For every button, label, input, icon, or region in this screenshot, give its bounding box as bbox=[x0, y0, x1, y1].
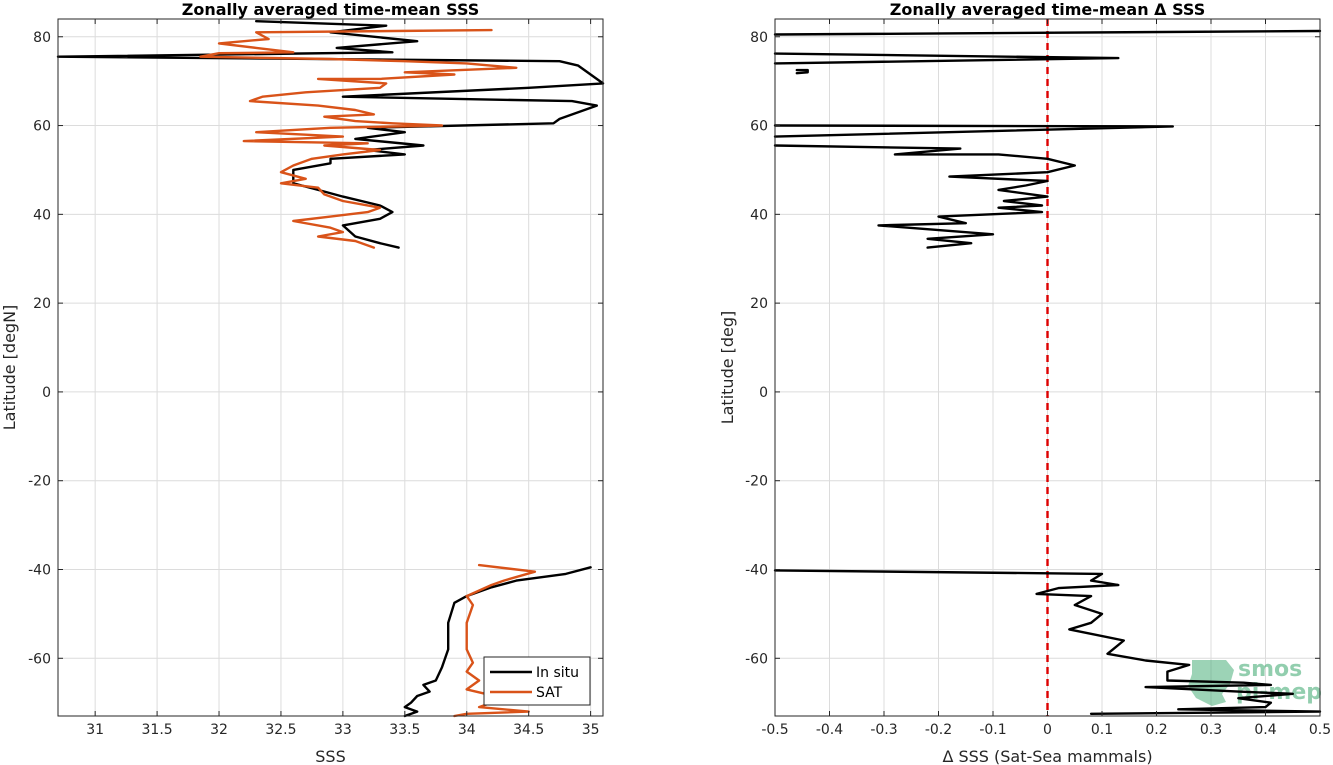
series-line-delta-sss bbox=[773, 124, 1175, 138]
legend-label-sat: SAT bbox=[536, 685, 563, 701]
x-tick-label: 0.3 bbox=[1200, 722, 1222, 738]
x-tick-label: 32.5 bbox=[265, 722, 296, 738]
series-line-delta-sss bbox=[773, 569, 1322, 715]
legend-box bbox=[483, 656, 591, 706]
series-line-delta-sss bbox=[773, 52, 1120, 65]
x-tick-label: 33.5 bbox=[389, 722, 420, 738]
y-tick-label: 80 bbox=[33, 30, 51, 46]
x-tick-label: 31.5 bbox=[142, 722, 173, 738]
legend-label-in-situ: In situ bbox=[536, 665, 579, 681]
x-tick-label: 0.4 bbox=[1254, 722, 1276, 738]
x-tick-label: 0.2 bbox=[1145, 722, 1167, 738]
axes-box bbox=[57, 18, 604, 717]
series bbox=[56, 20, 605, 718]
series-line-delta-sss bbox=[773, 29, 1322, 36]
series-line-delta-sss bbox=[773, 144, 1077, 249]
y-tick-label: -60 bbox=[28, 651, 51, 667]
logo-shape bbox=[1188, 660, 1234, 706]
y-tick-label: -20 bbox=[28, 474, 51, 490]
y-tick-label: 40 bbox=[33, 207, 51, 223]
x-tick-label: -0.4 bbox=[816, 722, 843, 738]
x-tick-label: -0.5 bbox=[761, 722, 788, 738]
series-line-sat bbox=[453, 563, 537, 718]
series bbox=[773, 29, 1322, 715]
ticks: 31 31.5 32 32.5 33 33.5 34 34.5 35 -60 -40 -20 0 20 40… bbox=[28, 19, 603, 738]
x-tick-label: -0.2 bbox=[925, 722, 952, 738]
delta-sss-panel: smos pi-mep -0.5 -0.4 -0.3 -0.2 -0.1 0 0.1 0.2 0… bbox=[718, 0, 1331, 765]
x-tick-label: 34 bbox=[458, 722, 476, 738]
x-axis-label: SSS bbox=[315, 747, 345, 765]
x-tick-label: 33 bbox=[334, 722, 352, 738]
y-tick-label: 40 bbox=[750, 207, 768, 223]
y-tick-label: 20 bbox=[750, 296, 768, 312]
series-line-in-situ bbox=[403, 566, 592, 718]
y-tick-label: 20 bbox=[33, 296, 51, 312]
x-tick-label: 32 bbox=[210, 722, 228, 738]
legend: In situ SAT bbox=[483, 656, 591, 706]
x-tick-label: 0 bbox=[1043, 722, 1052, 738]
x-tick-label: 35 bbox=[582, 722, 600, 738]
y-axis-label: Latitude [deg] bbox=[718, 311, 737, 425]
y-tick-label: -40 bbox=[28, 562, 51, 578]
x-axis-label: Δ SSS (Sat-Sea mammals) bbox=[942, 747, 1152, 765]
y-tick-label: 60 bbox=[750, 119, 768, 135]
chart-title: Zonally averaged time-mean SSS bbox=[182, 0, 480, 19]
y-tick-label: -40 bbox=[745, 562, 768, 578]
x-tick-label: 0.1 bbox=[1091, 722, 1113, 738]
y-tick-label: -60 bbox=[745, 651, 768, 667]
y-axis-label: Latitude [degN] bbox=[0, 305, 19, 431]
chart-title: Zonally averaged time-mean Δ SSS bbox=[890, 0, 1206, 19]
series-line-in-situ bbox=[56, 20, 605, 249]
y-tick-label: -20 bbox=[745, 474, 768, 490]
sss-panel: 31 31.5 32 32.5 33 33.5 34 34.5 35 -60 -40 -20 0 20 40… bbox=[0, 0, 605, 765]
x-tick-label: -0.3 bbox=[870, 722, 897, 738]
y-tick-label: 60 bbox=[33, 119, 51, 135]
ticks: -0.5 -0.4 -0.3 -0.2 -0.1 0 0.1 0.2 0.3 0.4 0.5 -60 -… bbox=[745, 19, 1331, 738]
x-tick-label: 31 bbox=[86, 722, 104, 738]
y-tick-label: 80 bbox=[750, 30, 768, 46]
y-tick-label: 0 bbox=[42, 385, 51, 401]
y-tick-label: 0 bbox=[759, 385, 768, 401]
x-tick-label: -0.1 bbox=[979, 722, 1006, 738]
x-tick-label: 34.5 bbox=[513, 722, 544, 738]
series-line-sat bbox=[199, 28, 518, 249]
logo-text-smos: smos bbox=[1238, 657, 1302, 682]
x-tick-label: 0.5 bbox=[1309, 722, 1331, 738]
series-line-delta-sss bbox=[795, 68, 809, 75]
